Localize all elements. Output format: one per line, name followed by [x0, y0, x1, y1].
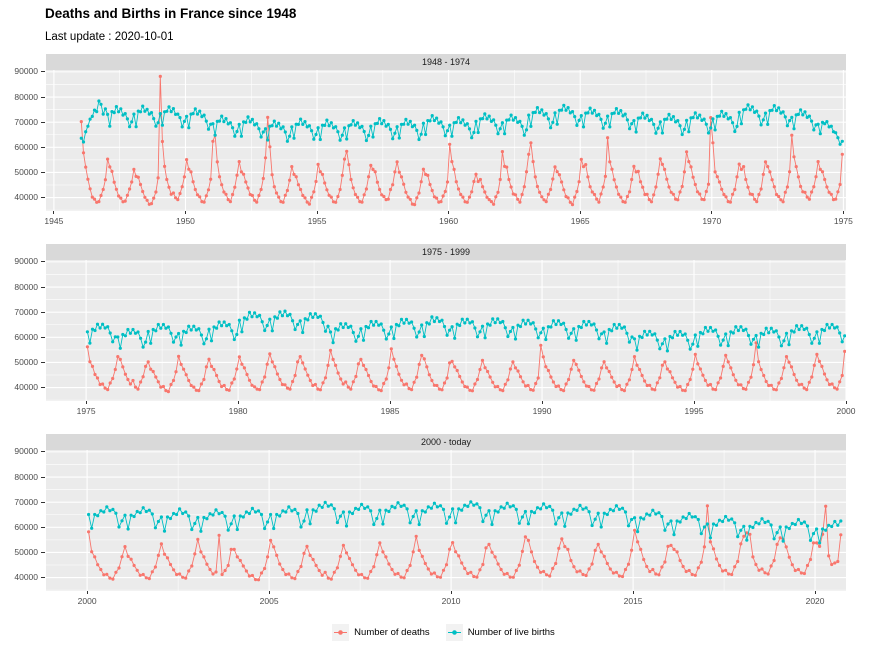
y-tick-mark	[41, 361, 45, 363]
y-tick-label: 70000	[14, 496, 38, 507]
y-tick-label: 60000	[14, 521, 38, 532]
x-tick-mark	[711, 211, 713, 214]
x-tick-mark	[450, 591, 452, 594]
x-tick-label: 1950	[176, 216, 195, 226]
x-tick-label: 1975	[833, 216, 853, 226]
y-tick-label: 50000	[14, 166, 38, 177]
y-tick-mark	[41, 121, 45, 123]
facet-strip: 1948 - 1974	[46, 54, 846, 70]
legend-item-deaths[interactable]: Number of deaths	[332, 624, 430, 641]
y-tick-mark	[41, 551, 45, 553]
y-tick-label: 50000	[14, 356, 38, 367]
y-tick-mark	[41, 71, 45, 73]
legend-key-births-icon	[445, 624, 463, 641]
legend-label-deaths: Number of deaths	[354, 627, 430, 638]
y-tick-label: 80000	[14, 471, 38, 482]
y-tick-label: 70000	[14, 306, 38, 317]
y-tick-mark	[41, 96, 45, 98]
legend-key-deaths-icon	[332, 624, 350, 641]
x-tick-mark	[632, 591, 634, 594]
x-tick-mark	[316, 211, 318, 214]
y-tick-mark	[41, 286, 45, 288]
legend: Number of deaths Number of live births	[0, 624, 887, 641]
x-tick-mark	[389, 401, 391, 404]
y-tick-mark	[41, 451, 45, 453]
x-tick-label: 2000	[77, 596, 97, 606]
x-tick-mark	[268, 591, 270, 594]
y-tick-mark	[41, 261, 45, 263]
x-tick-label: 1970	[702, 216, 722, 226]
y-tick-label: 60000	[14, 141, 38, 152]
y-tick-mark	[41, 146, 45, 148]
panel-chart-svg	[46, 450, 846, 591]
x-tick-label: 2000	[836, 406, 856, 416]
x-tick-mark	[541, 401, 543, 404]
y-tick-label: 80000	[14, 281, 38, 292]
y-tick-mark	[41, 311, 45, 313]
chart-title: Deaths and Births in France since 1948	[45, 6, 297, 21]
x-tick-label: 1955	[307, 216, 327, 226]
x-tick-mark	[845, 401, 847, 404]
x-tick-label: 1980	[228, 406, 248, 416]
y-tick-label: 90000	[14, 446, 38, 457]
x-tick-label: 1990	[532, 406, 552, 416]
y-tick-mark	[41, 577, 45, 579]
y-tick-label: 40000	[14, 382, 38, 393]
x-tick-label: 1975	[76, 406, 96, 416]
y-tick-label: 70000	[14, 116, 38, 127]
y-tick-label: 90000	[14, 256, 38, 267]
facet-panel	[46, 450, 846, 591]
x-tick-mark	[579, 211, 581, 214]
x-tick-label: 2010	[441, 596, 461, 606]
y-tick-label: 50000	[14, 546, 38, 557]
x-tick-mark	[237, 401, 239, 404]
panel-chart-svg	[46, 260, 846, 401]
x-tick-label: 2015	[623, 596, 643, 606]
x-tick-mark	[814, 591, 816, 594]
x-tick-mark	[448, 211, 450, 214]
x-tick-mark	[53, 211, 55, 214]
x-tick-label: 1945	[44, 216, 64, 226]
y-tick-label: 80000	[14, 91, 38, 102]
x-tick-mark	[86, 591, 88, 594]
facet-strip: 1975 - 1999	[46, 244, 846, 260]
y-tick-mark	[41, 501, 45, 503]
y-tick-label: 90000	[14, 66, 38, 77]
x-tick-mark	[842, 211, 844, 214]
x-tick-mark	[693, 401, 695, 404]
chart-subtitle: Last update : 2020-10-01	[45, 31, 174, 43]
y-tick-mark	[41, 387, 45, 389]
y-tick-mark	[41, 526, 45, 528]
x-tick-label: 1985	[380, 406, 400, 416]
y-tick-label: 40000	[14, 572, 38, 583]
y-tick-mark	[41, 336, 45, 338]
y-tick-mark	[41, 476, 45, 478]
y-tick-label: 60000	[14, 331, 38, 342]
legend-label-births: Number of live births	[467, 627, 555, 638]
panel-chart-svg	[46, 70, 846, 211]
facet-panel	[46, 70, 846, 211]
y-tick-label: 40000	[14, 192, 38, 203]
legend-item-births[interactable]: Number of live births	[445, 624, 555, 641]
x-tick-label: 1965	[570, 216, 590, 226]
x-tick-label: 1960	[439, 216, 459, 226]
x-tick-label: 1995	[684, 406, 704, 416]
facet-strip: 2000 - today	[46, 434, 846, 450]
x-tick-mark	[184, 211, 186, 214]
x-tick-label: 2005	[259, 596, 279, 606]
facet-panel	[46, 260, 846, 401]
y-tick-mark	[41, 197, 45, 199]
y-tick-mark	[41, 171, 45, 173]
x-tick-label: 2020	[805, 596, 825, 606]
x-tick-mark	[85, 401, 87, 404]
